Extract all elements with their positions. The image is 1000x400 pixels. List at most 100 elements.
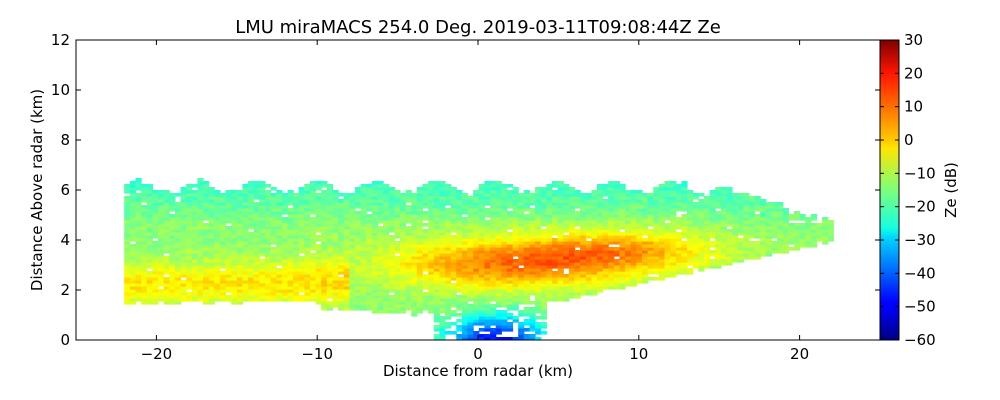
reflectivity-cell	[152, 214, 159, 218]
reflectivity-cell	[580, 280, 587, 284]
reflectivity-cell	[788, 247, 795, 251]
reflectivity-cell	[129, 244, 137, 248]
reflectivity-cell	[608, 277, 615, 281]
reflectivity-cell	[529, 220, 536, 224]
reflectivity-cell	[287, 220, 294, 224]
reflectivity-cell	[642, 241, 649, 245]
reflectivity-cell	[743, 244, 750, 248]
reflectivity-cell	[568, 289, 576, 293]
reflectivity-cell	[129, 271, 137, 275]
reflectivity-cell	[405, 265, 412, 269]
reflectivity-cell	[664, 241, 671, 245]
reflectivity-cell	[124, 196, 131, 200]
reflectivity-cell	[771, 235, 778, 239]
reflectivity-cell	[310, 247, 317, 251]
reflectivity-cell	[400, 199, 407, 203]
reflectivity-cell	[174, 244, 182, 248]
reflectivity-cell	[456, 226, 463, 230]
reflectivity-cell	[231, 286, 238, 290]
reflectivity-cell	[642, 256, 649, 260]
reflectivity-cell	[422, 283, 429, 287]
reflectivity-cell	[343, 223, 350, 227]
reflectivity-cell	[186, 184, 193, 188]
reflectivity-cell	[298, 268, 305, 272]
reflectivity-cell	[242, 283, 249, 287]
reflectivity-cell	[400, 262, 407, 266]
reflectivity-cell	[433, 250, 440, 254]
reflectivity-cell	[490, 295, 497, 299]
reflectivity-cell	[180, 253, 187, 257]
reflectivity-cell	[490, 322, 497, 326]
reflectivity-cell	[270, 250, 277, 254]
reflectivity-cell	[574, 283, 581, 287]
reflectivity-cell	[518, 277, 525, 281]
reflectivity-cell	[259, 211, 266, 215]
reflectivity-cell	[332, 295, 339, 299]
reflectivity-cell	[141, 190, 148, 194]
reflectivity-cell	[180, 265, 187, 269]
reflectivity-cell	[552, 289, 559, 293]
reflectivity-cell	[276, 292, 283, 296]
reflectivity-cell	[383, 268, 390, 272]
reflectivity-cell	[461, 331, 469, 335]
reflectivity-cell	[445, 202, 452, 206]
reflectivity-cell	[495, 319, 502, 323]
reflectivity-cell	[703, 238, 711, 242]
reflectivity-cell	[377, 274, 384, 278]
reflectivity-cell	[535, 292, 542, 296]
reflectivity-cell	[270, 262, 277, 266]
reflectivity-cell	[371, 301, 379, 305]
reflectivity-cell	[366, 265, 373, 269]
reflectivity-cell	[338, 199, 345, 203]
reflectivity-cell	[805, 223, 812, 227]
reflectivity-cell	[152, 196, 159, 200]
reflectivity-cell	[310, 235, 317, 239]
reflectivity-cell	[450, 292, 457, 296]
reflectivity-cell	[158, 274, 165, 278]
reflectivity-cell	[540, 262, 547, 266]
reflectivity-cell	[197, 217, 204, 221]
reflectivity-cell	[203, 241, 210, 245]
reflectivity-cell	[518, 226, 525, 230]
reflectivity-cell	[186, 292, 193, 296]
reflectivity-cell	[371, 226, 379, 230]
reflectivity-cell	[687, 268, 694, 272]
reflectivity-cell	[326, 217, 333, 221]
reflectivity-cell	[366, 298, 373, 302]
reflectivity-cell	[518, 199, 525, 203]
reflectivity-cell	[253, 214, 260, 218]
reflectivity-cell	[315, 253, 322, 257]
reflectivity-cell	[439, 256, 446, 260]
reflectivity-cell	[748, 256, 756, 260]
reflectivity-cell	[805, 244, 812, 248]
reflectivity-cell	[473, 319, 480, 323]
reflectivity-cell	[225, 235, 232, 239]
reflectivity-cell	[214, 262, 221, 266]
reflectivity-cell	[315, 235, 322, 239]
reflectivity-cell	[152, 268, 159, 272]
reflectivity-cell	[529, 250, 536, 254]
reflectivity-cell	[366, 205, 373, 209]
reflectivity-cell	[400, 232, 407, 236]
reflectivity-cell	[658, 244, 666, 248]
reflectivity-cell	[687, 226, 694, 230]
reflectivity-cell	[540, 313, 547, 317]
reflectivity-cell	[737, 205, 744, 209]
reflectivity-cell	[349, 226, 356, 230]
reflectivity-cell	[535, 283, 542, 287]
reflectivity-cell	[512, 319, 519, 323]
reflectivity-cell	[360, 199, 367, 203]
reflectivity-cell	[782, 238, 789, 242]
reflectivity-cell	[630, 205, 637, 209]
reflectivity-cell	[242, 202, 249, 206]
reflectivity-cell	[709, 235, 716, 239]
reflectivity-cell	[281, 262, 288, 266]
reflectivity-cell	[732, 232, 739, 236]
reflectivity-cell	[703, 226, 711, 230]
reflectivity-cell	[613, 247, 621, 251]
reflectivity-cell	[259, 220, 266, 224]
reflectivity-cell	[169, 205, 176, 209]
reflectivity-cell	[512, 274, 519, 278]
reflectivity-cell	[332, 265, 339, 269]
reflectivity-cell	[523, 208, 530, 212]
